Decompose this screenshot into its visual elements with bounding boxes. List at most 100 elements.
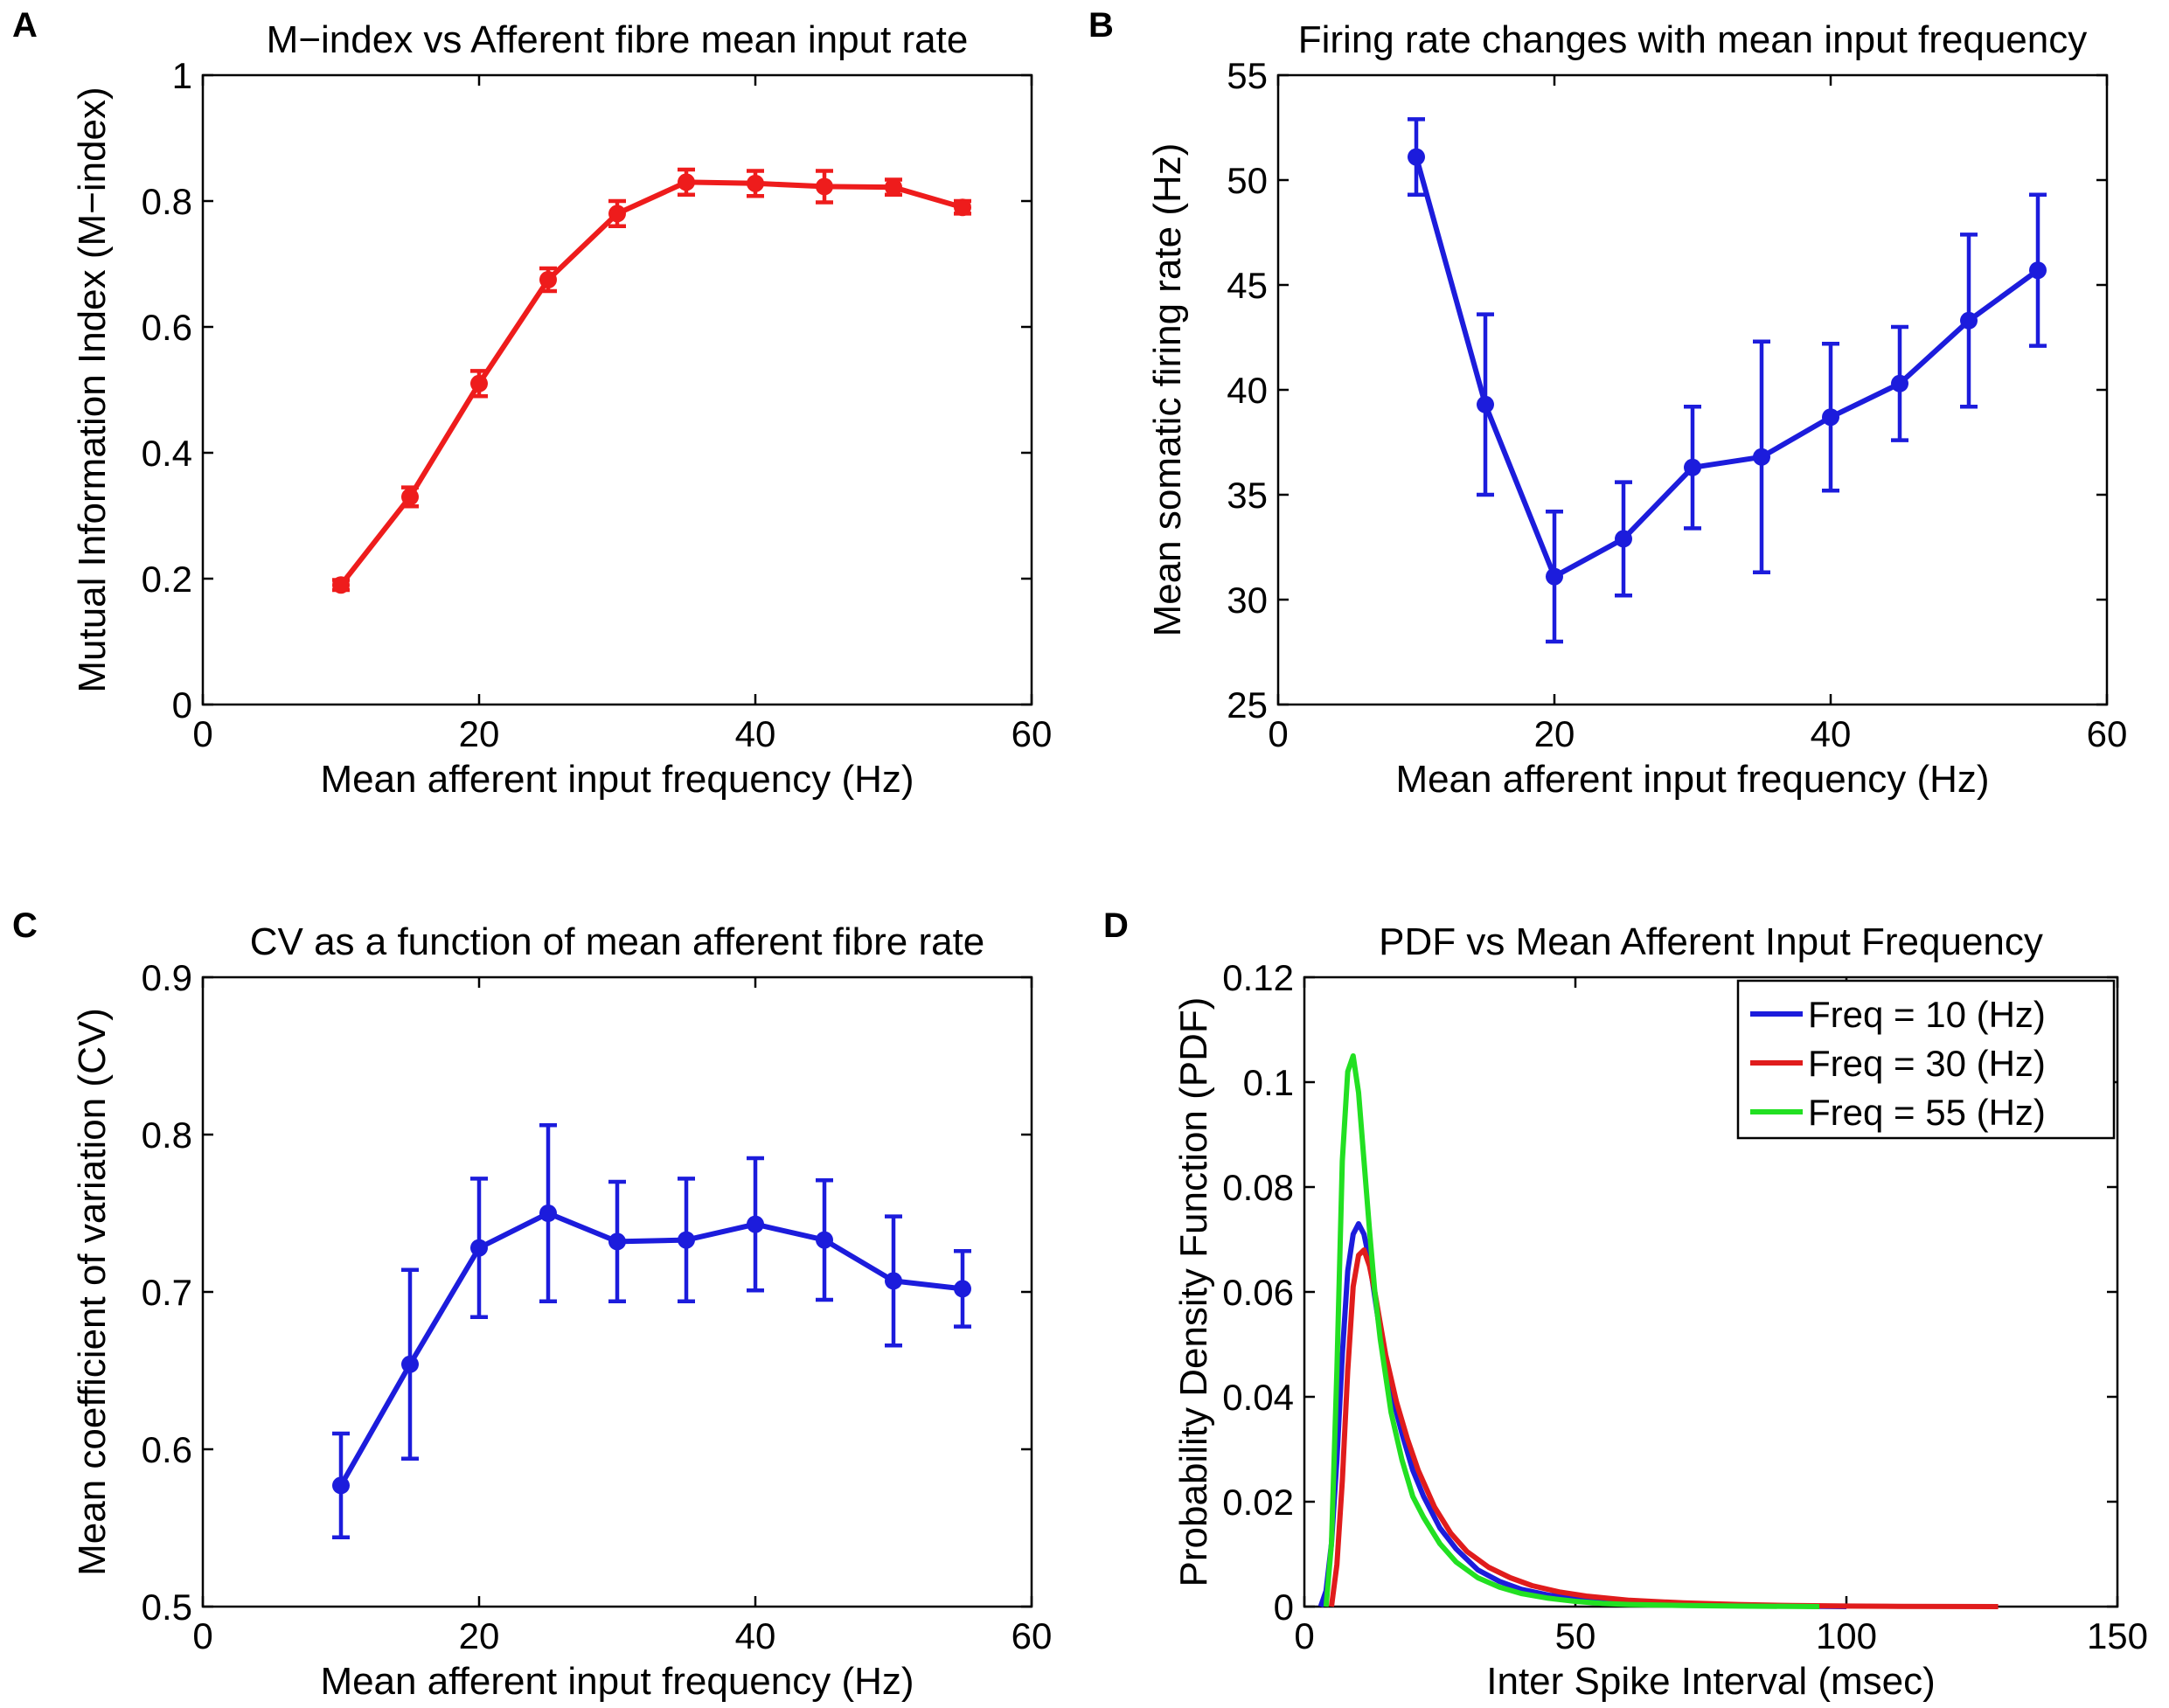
y-axis-label-c: Mean coefficient of variation (CV) [71, 1008, 114, 1576]
x-tick-label-a: 60 [1012, 713, 1053, 754]
x-tick-label-d: 150 [2087, 1615, 2148, 1656]
y-axis-label-d: Probability Density Function (PDF) [1172, 997, 1215, 1587]
data-point-b [1753, 448, 1770, 466]
x-tick-label-a: 0 [192, 713, 212, 754]
data-point-c [885, 1272, 902, 1290]
x-axis-label-b: Mean afferent input frequency (Hz) [1395, 758, 1989, 801]
panel-letter-b: B [1088, 6, 1114, 45]
y-tick-label-c: 0.8 [142, 1114, 192, 1156]
panel-c: C CV as a function of mean afferent fibre… [12, 906, 1052, 1703]
axes-box-b [1276, 73, 2109, 706]
data-point-a [332, 576, 350, 594]
data-point-b [2029, 261, 2047, 280]
x-tick-label-a: 20 [459, 713, 500, 754]
data-point-c [747, 1215, 764, 1233]
y-tick-label-b: 25 [1227, 684, 1268, 726]
panel-d: D PDF vs Mean Afferent Input Frequency 0 50… [1103, 906, 2148, 1703]
x-tick-label-b: 60 [2087, 713, 2128, 754]
panel-letter-a: A [12, 6, 38, 45]
series-line-a [338, 179, 963, 587]
legend-label-0: Freq = 10 (Hz) [1808, 994, 2046, 1035]
x-tick-label-c: 40 [735, 1615, 776, 1656]
x-tick-label-d: 50 [1555, 1615, 1596, 1656]
data-point-c [816, 1231, 833, 1249]
data-point-b [1891, 374, 1908, 392]
chart-title-b: Firing rate changes with mean input freq… [1298, 18, 2088, 61]
series-line-b [1414, 156, 2040, 580]
y-tick-label-a: 0.6 [142, 307, 192, 348]
data-point-c [332, 1476, 350, 1495]
y-tick-label-c: 0.9 [142, 957, 192, 998]
data-point-a [470, 374, 488, 392]
y-tick-label-d: 0.1 [1243, 1062, 1294, 1103]
x-tick-label-b: 0 [1268, 713, 1288, 754]
data-point-c [678, 1231, 695, 1249]
chart-title-d: PDF vs Mean Afferent Input Frequency [1379, 920, 2043, 963]
panel-a: A M−index vs Afferent fibre mean input ra… [12, 6, 1052, 801]
y-tick-label-a: 0.8 [142, 181, 192, 222]
chart-title-c: CV as a function of mean afferent fibre … [250, 920, 985, 963]
y-tick-label-d: 0.04 [1222, 1377, 1294, 1418]
data-point-c [954, 1280, 971, 1298]
legend-label-1: Freq = 30 (Hz) [1808, 1043, 2046, 1084]
y-tick-label-b: 50 [1227, 160, 1268, 201]
y-tick-label-a: 0.2 [142, 559, 192, 600]
data-point-b [1477, 395, 1494, 413]
y-axis-label-a: Mutual Information Index (M−index) [71, 87, 114, 692]
series-line-d-2 [1323, 1053, 1820, 1609]
panel-letter-d: D [1103, 906, 1129, 945]
y-tick-label-d: 0.12 [1222, 957, 1294, 998]
y-tick-label-d: 0.02 [1222, 1482, 1294, 1523]
x-tick-label-c: 0 [192, 1615, 212, 1656]
legend-d: Freq = 10 (Hz) Freq = 30 (Hz) Freq = 55 (H… [1736, 979, 2116, 1140]
x-tick-label-d: 0 [1294, 1615, 1314, 1656]
x-tick-label-b: 40 [1811, 713, 1852, 754]
data-point-c [401, 1355, 419, 1373]
series-line-c [338, 1211, 963, 1487]
data-point-c [470, 1239, 488, 1257]
y-tick-label-d: 0.06 [1222, 1272, 1294, 1313]
y-tick-label-c: 0.6 [142, 1429, 192, 1470]
y-tick-label-a: 1 [172, 55, 192, 96]
y-tick-label-b: 45 [1227, 265, 1268, 306]
data-point-b [1615, 530, 1632, 548]
data-point-a [885, 178, 902, 197]
x-tick-label-c: 60 [1012, 1615, 1053, 1656]
x-tick-label-d: 100 [1816, 1615, 1877, 1656]
data-point-b [1822, 408, 1839, 427]
y-tick-label-c: 0.7 [142, 1272, 192, 1313]
x-tick-label-c: 20 [459, 1615, 500, 1656]
data-point-a [816, 177, 833, 196]
y-axis-label-b: Mean somatic firing rate (Hz) [1146, 143, 1189, 637]
panel-b: B Firing rate changes with mean input fre… [1088, 6, 2127, 801]
data-point-b [1408, 148, 1425, 166]
y-tick-label-c: 0.5 [142, 1586, 192, 1628]
axes-box-a [201, 73, 1033, 706]
data-point-a [608, 205, 626, 223]
x-axis-label-d: Inter Spike Interval (msec) [1486, 1660, 1936, 1703]
legend-label-2: Freq = 55 (Hz) [1808, 1092, 2046, 1133]
y-tick-label-a: 0 [172, 684, 192, 726]
series-line-d-1 [1329, 1247, 1999, 1609]
data-point-a [747, 174, 764, 192]
y-tick-label-b: 35 [1227, 475, 1268, 516]
data-point-c [608, 1232, 626, 1251]
x-tick-label-a: 40 [735, 713, 776, 754]
y-tick-label-b: 30 [1227, 580, 1268, 621]
data-point-a [539, 271, 557, 288]
data-point-b [1960, 311, 1978, 330]
panel-letter-c: C [12, 906, 38, 945]
y-tick-label-b: 55 [1227, 55, 1268, 96]
x-axis-label-a: Mean afferent input frequency (Hz) [320, 758, 914, 801]
y-tick-label-d: 0 [1274, 1586, 1294, 1628]
data-point-a [954, 198, 971, 217]
x-axis-label-c: Mean afferent input frequency (Hz) [320, 1660, 914, 1703]
y-tick-label-a: 0.4 [142, 433, 192, 474]
data-point-b [1684, 458, 1701, 476]
data-point-a [401, 488, 419, 506]
chart-title-a: M−index vs Afferent fibre mean input rat… [267, 18, 969, 61]
data-point-c [539, 1205, 557, 1222]
x-tick-label-b: 20 [1534, 713, 1575, 754]
data-point-b [1546, 567, 1563, 586]
